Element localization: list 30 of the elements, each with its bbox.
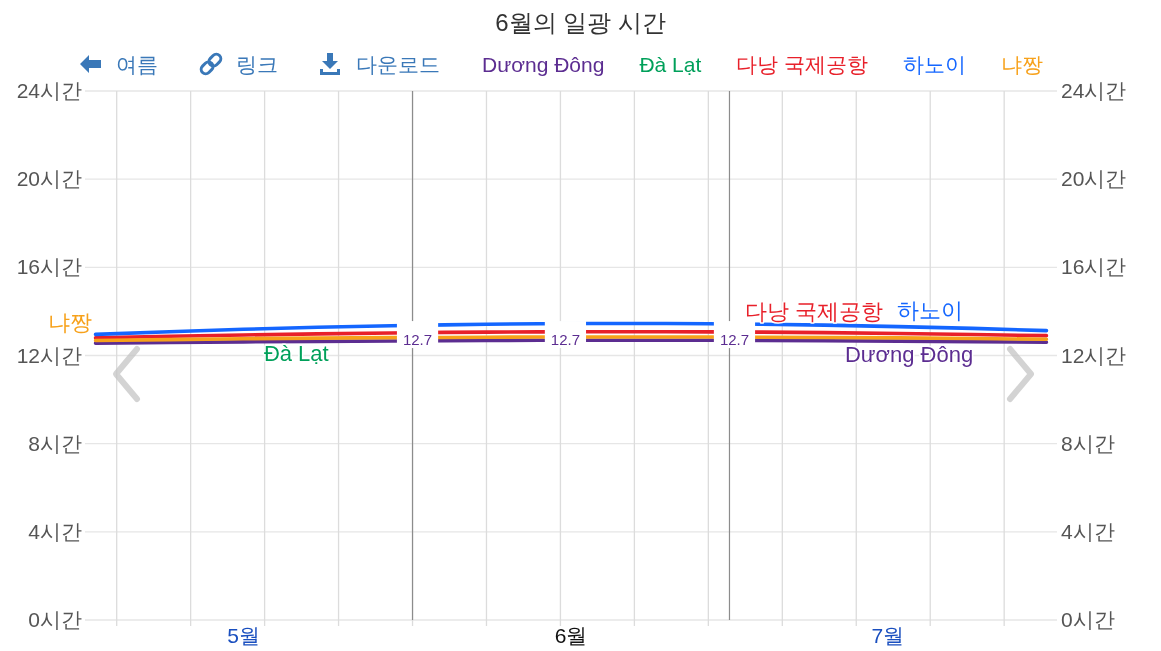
- y-tick-label: 0시간: [28, 608, 82, 631]
- legend: Dương Đông Đà Lạt 다낭 국제공항 하노이 냐짱: [482, 53, 1044, 76]
- text: 다운로드: [356, 53, 440, 76]
- value-label: 12.7: [550, 331, 581, 349]
- y2-tick-label: 24시간: [1061, 79, 1127, 102]
- text: 여름: [116, 53, 158, 76]
- y2-tick-label: 0시간: [1061, 608, 1115, 631]
- text: 링크: [236, 53, 278, 76]
- value-label: 12.7: [402, 331, 433, 349]
- y-tick-label: 20시간: [16, 167, 82, 191]
- series-label: 다낭 국제공항: [744, 298, 884, 324]
- y-tick-label: 4시간: [28, 519, 82, 543]
- y2-tick-label: 20시간: [1061, 167, 1127, 191]
- series-label: Đà Lạt: [263, 340, 329, 366]
- y-tick-label: 12시간: [16, 343, 82, 367]
- y2-tick-label: 12시간: [1061, 343, 1127, 367]
- y2-tick-label: 8시간: [1061, 431, 1115, 455]
- x-tick-label: 6월: [554, 624, 588, 647]
- y-tick-label: 24시간: [16, 79, 82, 102]
- y2-tick-label: 16시간: [1061, 255, 1127, 279]
- series-label: 하노이: [897, 298, 964, 324]
- x-tick-label: 7월: [871, 624, 905, 647]
- series-label: Dương Đông: [845, 342, 974, 368]
- title: 6월의 일광 시간: [495, 9, 666, 36]
- y-tick-label: 8시간: [28, 431, 82, 455]
- x-tick-label: 5월: [227, 624, 260, 647]
- y-tick-label: 16시간: [16, 255, 82, 279]
- y2-tick-label: 4시간: [1061, 519, 1115, 543]
- series-label: 냐짱: [47, 309, 92, 335]
- value-label: 12.7: [719, 331, 750, 349]
